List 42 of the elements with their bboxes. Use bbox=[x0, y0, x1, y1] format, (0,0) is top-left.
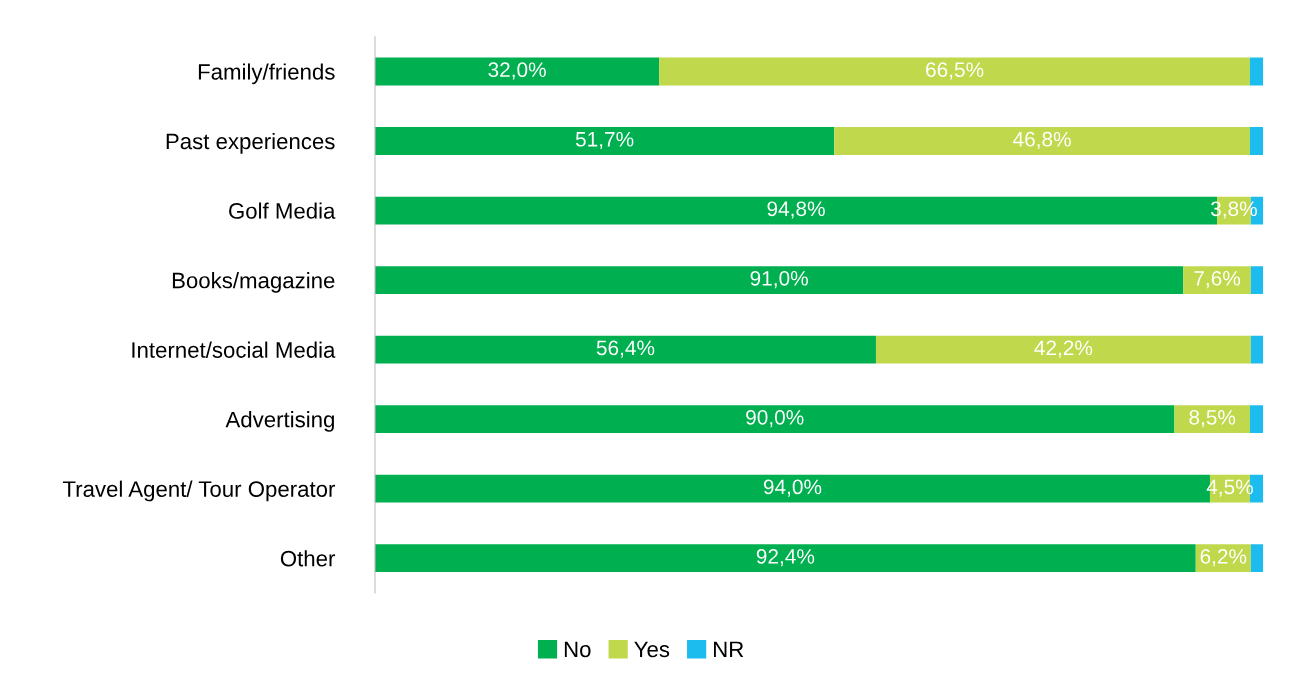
y-tick-label: Other bbox=[280, 550, 336, 567]
bar bbox=[1249, 57, 1264, 86]
data-label: 42,2% bbox=[1034, 340, 1093, 358]
data-label: 7,6% bbox=[1194, 270, 1241, 289]
bar bbox=[374, 127, 835, 155]
y-tick-label: Travel Agent/ Tour Operator bbox=[62, 480, 336, 502]
legend-label: Yes bbox=[634, 641, 670, 658]
bar bbox=[374, 405, 1175, 434]
bar bbox=[875, 335, 1251, 364]
bar bbox=[1183, 266, 1251, 294]
bar bbox=[1250, 544, 1264, 573]
data-label: 56,4% bbox=[596, 340, 655, 358]
bar bbox=[374, 266, 1184, 294]
data-label: 66,5% bbox=[926, 62, 984, 80]
bar bbox=[374, 57, 660, 86]
data-label: 46,8% bbox=[1013, 131, 1071, 150]
y-tick-label: Advertising bbox=[225, 411, 334, 432]
y-tick-label: Books/magazine bbox=[172, 272, 335, 293]
bar bbox=[1250, 266, 1264, 294]
bar bbox=[374, 335, 876, 364]
data-label: 94,0% bbox=[763, 479, 822, 497]
data-label: 90,0% bbox=[746, 409, 804, 428]
bar bbox=[659, 57, 1250, 86]
bar bbox=[1249, 405, 1264, 434]
bar bbox=[1174, 405, 1250, 434]
y-tick-label: Golf Media bbox=[229, 202, 336, 219]
data-label: 32,0% bbox=[488, 62, 546, 80]
bar bbox=[374, 544, 1196, 573]
data-label: 8,5% bbox=[1189, 409, 1236, 428]
bar bbox=[834, 127, 1250, 155]
data-label: 94,8% bbox=[767, 201, 825, 219]
legend-label: No bbox=[564, 641, 591, 658]
data-label: 92,4% bbox=[756, 549, 815, 567]
data-label: 6,2% bbox=[1200, 549, 1247, 567]
y-tick-label: Family/friends bbox=[198, 63, 335, 85]
bar bbox=[1249, 127, 1264, 155]
data-label: 91,0% bbox=[750, 270, 808, 289]
y-tick-label: Internet/social Media bbox=[132, 341, 336, 358]
bar bbox=[1250, 335, 1264, 364]
data-label: 51,7% bbox=[575, 131, 634, 150]
y-tick-label: Past experiences bbox=[166, 132, 335, 154]
legend-label: NR bbox=[714, 641, 744, 657]
